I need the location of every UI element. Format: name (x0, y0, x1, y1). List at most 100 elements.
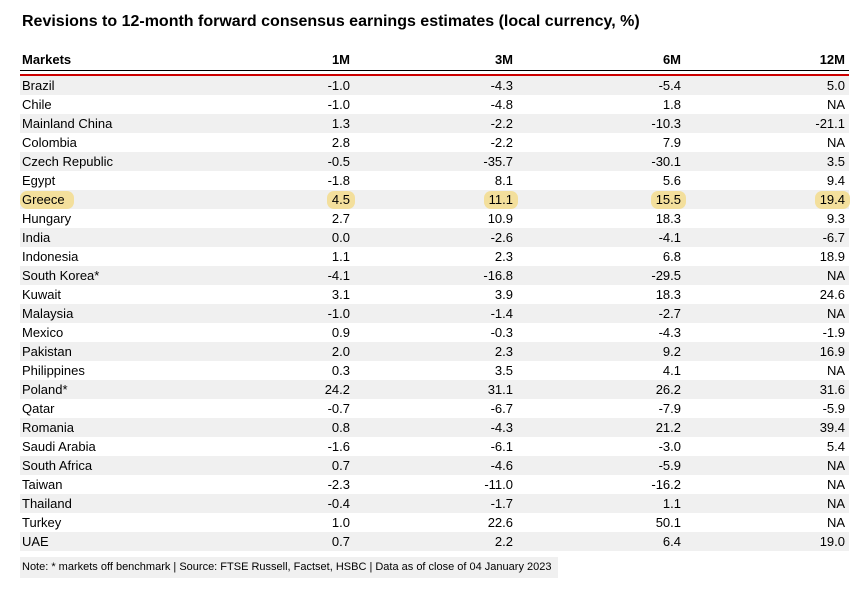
value-cell: -0.7 (327, 401, 350, 416)
value-cell: 2.7 (331, 211, 350, 226)
value-cell: -30.1 (651, 154, 681, 169)
value-cell: 5.6 (662, 173, 681, 188)
value-cell: 19.4 (685, 190, 850, 209)
table-row: South Korea* -4.1 -16.8 -29.5 NA (20, 266, 849, 285)
market-name-cell: Chile (22, 97, 52, 112)
value-cell: -10.3 (651, 116, 681, 131)
value-cell: -6.7 (490, 401, 513, 416)
column-header-12m: 12M (685, 52, 849, 71)
column-header-6m: 6M (517, 52, 685, 71)
table-row: Qatar -0.7 -6.7 -7.9 -5.9 (20, 399, 849, 418)
value-cell: 0.0 (331, 230, 350, 245)
value-cell: 24.2 (324, 382, 350, 397)
value-cell: 21.2 (655, 420, 681, 435)
market-name-cell: Czech Republic (22, 154, 114, 169)
red-rule-line (20, 70, 849, 76)
market-name-cell: India (22, 230, 51, 245)
highlight-pill: 11.1 (483, 191, 518, 209)
value-cell: -7.9 (658, 401, 681, 416)
value-cell: 26.2 (655, 382, 681, 397)
value-cell: NA (826, 135, 845, 150)
highlight-pill: 15.5 (650, 191, 686, 209)
value-cell: 3.5 (494, 363, 513, 378)
market-name-cell: South Africa (22, 458, 93, 473)
value-cell: -6.7 (822, 230, 845, 245)
value-cell: 7.9 (662, 135, 681, 150)
market-name-cell: Saudi Arabia (22, 439, 96, 454)
table-row: India 0.0 -2.6 -4.1 -6.7 (20, 228, 849, 247)
value-cell: 0.9 (331, 325, 350, 340)
value-cell: 22.6 (487, 515, 513, 530)
value-cell: 1.0 (331, 515, 350, 530)
value-cell: -2.3 (327, 477, 350, 492)
value-cell: 11.1 (354, 190, 518, 209)
table-row: Indonesia 1.1 2.3 6.8 18.9 (20, 247, 849, 266)
highlight-pill: 4.5 (326, 191, 355, 209)
value-cell: 0.7 (331, 458, 350, 473)
value-cell: -1.6 (327, 439, 350, 454)
value-cell: -1.0 (327, 97, 350, 112)
value-cell: NA (826, 515, 845, 530)
value-cell: 2.3 (494, 344, 513, 359)
market-name-cell: South Korea* (22, 268, 100, 283)
value-cell: 4.5 (182, 190, 355, 209)
value-cell: 1.1 (662, 496, 681, 511)
table-body: Brazil -1.0 -4.3 -5.4 5.0 Chile -1.0 -4.8 1.8 NA M… (20, 75, 850, 551)
value-cell: 1.3 (331, 116, 350, 131)
footnote: Note: * markets off benchmark | Source: … (20, 557, 559, 578)
table-row: Malaysia -1.0 -1.4 -2.7 NA (20, 304, 849, 323)
value-cell: -0.4 (327, 496, 350, 511)
value-cell: NA (826, 496, 845, 511)
value-cell: 3.9 (494, 287, 513, 302)
value-cell: -5.4 (658, 78, 681, 93)
table-row: Hungary 2.7 10.9 18.3 9.3 (20, 209, 849, 228)
value-cell: 3.5 (826, 154, 845, 169)
value-cell: -16.8 (483, 268, 513, 283)
value-cell: -4.8 (490, 97, 513, 112)
table-row: South Africa 0.7 -4.6 -5.9 NA (20, 456, 849, 475)
value-cell: -3.0 (658, 439, 681, 454)
market-name-cell: UAE (22, 534, 49, 549)
value-cell: -2.6 (490, 230, 513, 245)
value-cell: -4.6 (490, 458, 513, 473)
table-row: Philippines 0.3 3.5 4.1 NA (20, 361, 849, 380)
value-cell: 1.8 (662, 97, 681, 112)
market-name-cell: Romania (22, 420, 75, 435)
value-cell: 31.6 (819, 382, 845, 397)
value-cell: 31.1 (487, 382, 513, 397)
value-cell: 2.8 (331, 135, 350, 150)
value-cell: NA (826, 306, 845, 321)
market-name-cell: Indonesia (22, 249, 79, 264)
column-header-markets: Markets (20, 52, 182, 71)
value-cell: -1.0 (327, 78, 350, 93)
table-row: Mexico 0.9 -0.3 -4.3 -1.9 (20, 323, 849, 342)
value-cell: 1.1 (331, 249, 350, 264)
value-cell: 2.0 (331, 344, 350, 359)
value-cell: -6.1 (490, 439, 513, 454)
table-row: Brazil -1.0 -4.3 -5.4 5.0 (20, 75, 849, 95)
value-cell: -4.1 (658, 230, 681, 245)
markets-table: Markets 1M 3M 6M 12M Brazil -1.0 -4.3 -5.4 5.0 Ch… (20, 52, 850, 551)
value-cell: 6.4 (662, 534, 681, 549)
market-name-cell: Thailand (22, 496, 72, 511)
market-name-cell: Hungary (22, 211, 72, 226)
table-row: Pakistan 2.0 2.3 9.2 16.9 (20, 342, 849, 361)
value-cell: -2.2 (490, 135, 513, 150)
figure-container: Revisions to 12-month forward consensus … (20, 13, 850, 578)
table-row: Czech Republic -0.5 -35.7 -30.1 3.5 (20, 152, 849, 171)
value-cell: -2.7 (658, 306, 681, 321)
table-row: Colombia 2.8 -2.2 7.9 NA (20, 133, 849, 152)
value-cell: 18.3 (655, 287, 681, 302)
column-header-3m: 3M (354, 52, 517, 71)
value-cell: -5.9 (822, 401, 845, 416)
value-cell: -5.9 (658, 458, 681, 473)
value-cell: 39.4 (819, 420, 845, 435)
table-row: Turkey 1.0 22.6 50.1 NA (20, 513, 849, 532)
market-name-cell: Poland* (22, 382, 68, 397)
value-cell: -1.9 (822, 325, 845, 340)
value-cell: 19.0 (819, 534, 845, 549)
value-cell: -11.0 (484, 477, 513, 492)
table-row: Romania 0.8 -4.3 21.2 39.4 (20, 418, 849, 437)
value-cell: 4.1 (662, 363, 681, 378)
value-cell: -4.1 (327, 268, 350, 283)
